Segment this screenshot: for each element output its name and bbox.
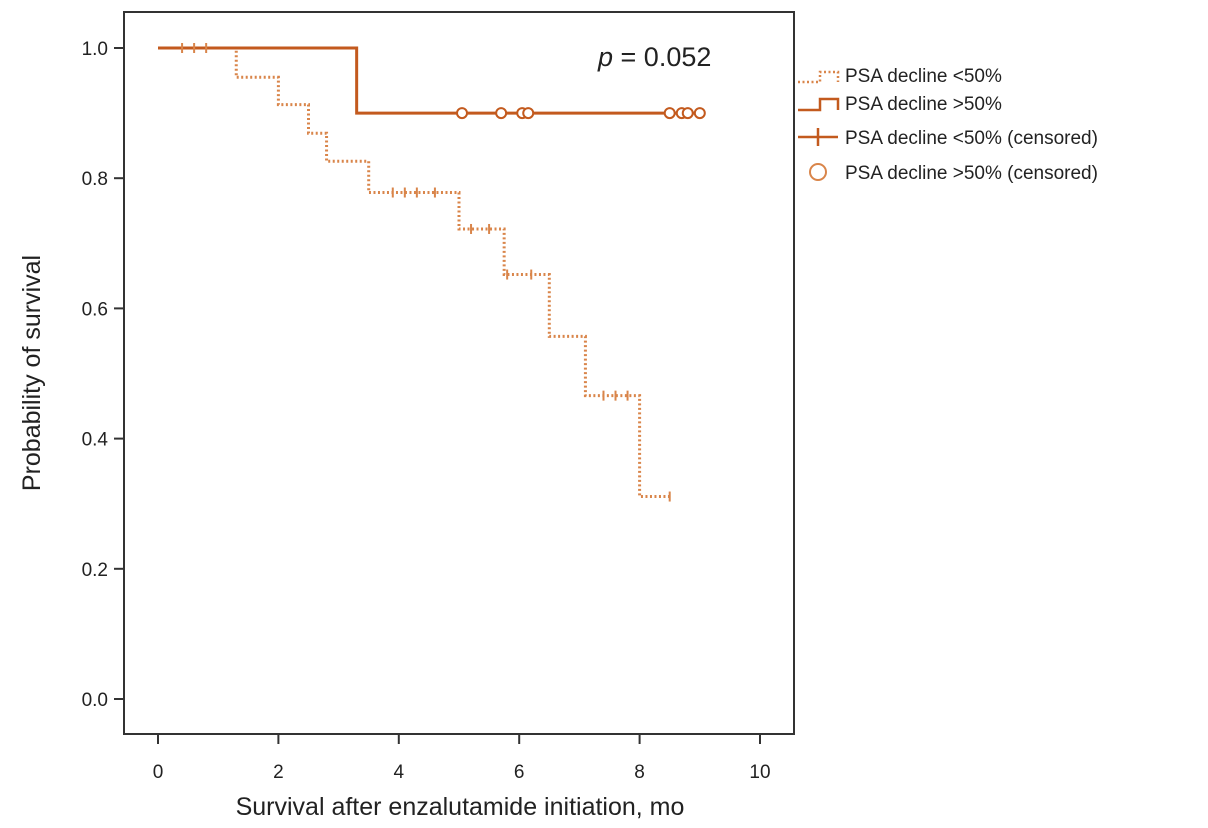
y-tick-label-2: 0.4: [82, 430, 109, 451]
p-value-annotation: p = 0.052: [597, 42, 711, 72]
legend-item-dotted: PSA decline <50%: [798, 66, 1002, 87]
x-tick-label-1: 2: [273, 762, 284, 783]
plot-frame: [123, 11, 795, 735]
x-tick-label-4: 8: [634, 762, 645, 783]
legend-item-solid: PSA decline >50%: [798, 94, 1002, 115]
y-axis-title: Probability of survival: [18, 255, 46, 491]
censor-mark-1-0: [456, 107, 469, 120]
censor-mark-1-1: [495, 107, 508, 120]
legend-swatch-solid: [798, 97, 840, 112]
series-layer: [158, 46, 700, 499]
axes: 0 2 4 6 8 10 0.0 0.2 0.4 0.6 0.8 1.0: [82, 39, 771, 783]
p-symbol: p: [597, 42, 613, 72]
series-line-0: [158, 46, 670, 499]
legend-label-3: PSA decline >50% (censored): [845, 163, 1098, 184]
y-tick-label-5: 1.0: [82, 39, 108, 60]
legend-item-censor-circle: PSA decline >50% (censored): [809, 163, 1098, 184]
legend-item-censor-plus: PSA decline <50% (censored): [798, 128, 1098, 149]
censor-mark-1-7: [693, 107, 706, 120]
censor-mark-1-4: [663, 107, 676, 120]
x-axis-title: Survival after enzalutamide initiation, …: [236, 793, 685, 821]
legend: PSA decline <50% PSA decline >50% PSA de…: [798, 66, 1098, 184]
legend-label-0: PSA decline <50%: [845, 66, 1002, 87]
p-value: = 0.052: [613, 42, 711, 72]
legend-circle: [809, 163, 827, 181]
x-tick-label-2: 4: [394, 762, 405, 783]
x-tick-label-3: 6: [514, 762, 525, 783]
legend-swatch-dotted: [798, 70, 840, 84]
y-tick-label-1: 0.2: [82, 560, 108, 581]
y-tick-label-0: 0.0: [82, 690, 108, 711]
censor-mark-1-6: [681, 107, 694, 120]
censor-layer: [181, 43, 706, 502]
y-tick-label-3: 0.6: [82, 299, 108, 320]
legend-label-1: PSA decline >50%: [845, 94, 1002, 115]
x-tick-label-0: 0: [153, 762, 164, 783]
x-tick-label-5: 10: [749, 762, 770, 783]
y-tick-label-4: 0.8: [82, 169, 108, 190]
legend-label-2: PSA decline <50% (censored): [845, 128, 1098, 149]
censor-mark-1-3: [522, 107, 535, 120]
